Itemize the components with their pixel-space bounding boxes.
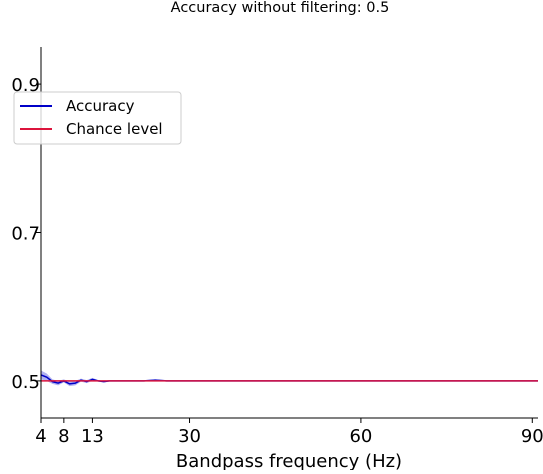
y-tick-label: 0.9 (11, 75, 40, 96)
chart-title: Accuracy without filtering: 0.5 (171, 0, 390, 16)
x-tick-label: 90 (521, 426, 543, 447)
accuracy-line (40, 374, 538, 385)
x-axis-label: Bandpass frequency (Hz) (176, 451, 402, 470)
accuracy-confidence-band (41, 370, 538, 387)
y-tick-label: 0.5 (11, 372, 40, 393)
x-tick-label: 30 (178, 426, 201, 447)
y-tick-label: 0.7 (11, 224, 40, 245)
plot-area (40, 370, 538, 387)
legend-label-accuracy: Accuracy (66, 97, 135, 115)
x-tick-label: 4 (35, 426, 46, 447)
legend-frame (13, 91, 182, 145)
tick-labels: 4 8 13 30 60 90 0.5 0.7 0.9 (11, 75, 543, 447)
x-tick-label: 60 (349, 426, 372, 447)
x-tick-label: 13 (81, 426, 104, 447)
legend: Accuracy Chance level (13, 91, 182, 145)
x-tick-label: 8 (58, 426, 69, 447)
legend-label-chance-level: Chance level (66, 120, 163, 138)
